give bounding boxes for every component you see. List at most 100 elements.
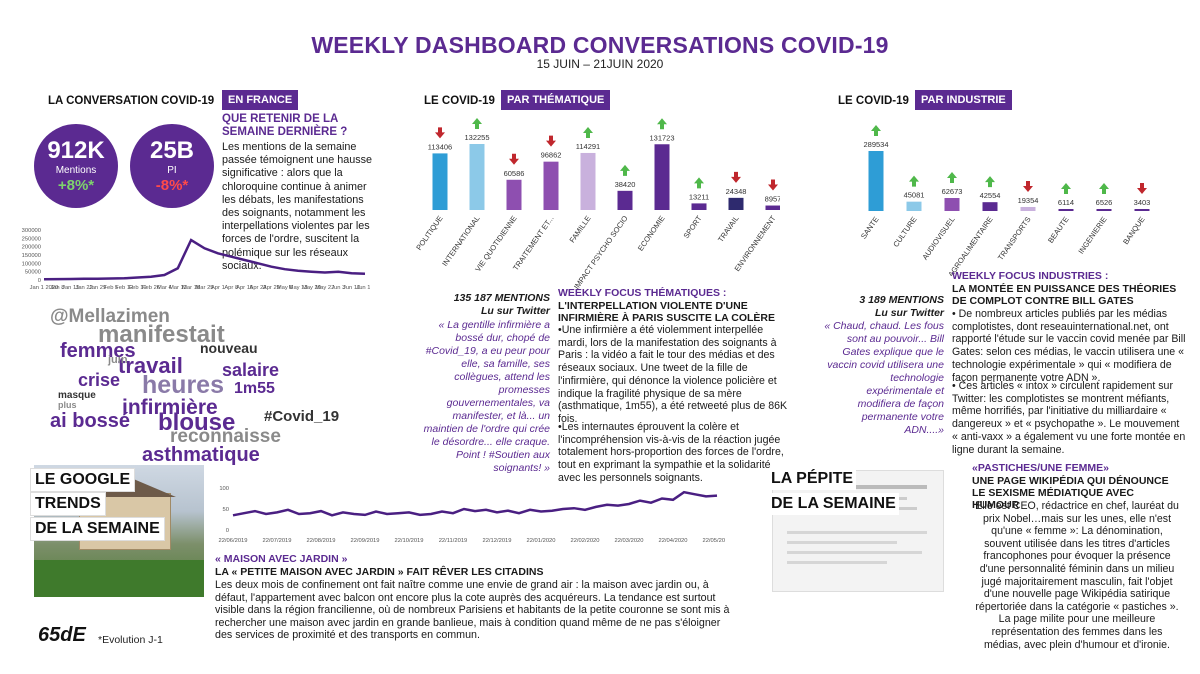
france-x-tick: Jan 1 2020	[30, 285, 59, 291]
trend-down-icon	[1023, 180, 1033, 192]
france-x-tick: Feb 19	[129, 285, 147, 291]
france-x-tick: May 6	[277, 285, 293, 291]
bar	[906, 201, 922, 211]
google-x-tick: 22/03/2020	[614, 538, 643, 544]
industrie-bar-chart: 289534 SANTE 45081 CULTURE 62673 AUDIOVISUEL 4…	[859, 125, 1151, 276]
france-y-tick: 100000	[22, 261, 41, 267]
google-headline: LA « PETITE MAISON AVEC JARDIN » FAIT RÊ…	[215, 566, 544, 578]
google-x-tick: 22/08/2019	[306, 538, 335, 544]
bar-category-label: ENVIRONNEMENT	[732, 214, 777, 273]
google-kicker: « MAISON AVEC JARDIN »	[215, 553, 348, 565]
france-x-tick: Mar 18	[182, 285, 200, 291]
thematique-section-label: LE COVID-19	[424, 95, 495, 107]
bar-category-label: INTERNATIONAL	[440, 214, 481, 268]
industrie-focus-bullet-1: • De nombreux articles publiés par les m…	[952, 308, 1186, 384]
bar	[765, 205, 780, 210]
industrie-source: Lu sur Twitter	[874, 307, 944, 319]
google-y-tick: 0	[226, 528, 229, 534]
bar	[944, 198, 960, 211]
google-text: Les deux mois de confinement ont fait na…	[215, 579, 730, 642]
bar-category-label: BANQUE	[1121, 215, 1147, 246]
france-x-tick: Apr 8	[224, 285, 238, 291]
trend-up-icon	[1099, 183, 1109, 194]
bar-value-label: 8957	[765, 195, 780, 204]
france-x-tick: May 27	[315, 285, 334, 291]
word-cloud-word: manifestait	[98, 321, 225, 348]
google-x-tick: 22/05/2020	[702, 538, 725, 544]
word-cloud-word: crise	[78, 370, 121, 390]
mentions-kpi: 912K Mentions +8%*	[34, 124, 118, 208]
page-title: WEEKLY DASHBOARD CONVERSATIONS COVID-19	[311, 32, 889, 58]
pepite-kicker: «PASTICHES/UNE FEMME»	[972, 462, 1109, 474]
word-cloud-word: asthmatique	[142, 444, 260, 466]
bar-value-label: 45081	[904, 191, 925, 200]
france-x-tick: Jun 17	[356, 285, 370, 291]
pi-change: -8%*	[155, 177, 189, 194]
bar	[691, 203, 707, 210]
france-x-tick: Mar 4	[157, 285, 173, 291]
bar	[728, 197, 744, 210]
bar	[1058, 209, 1074, 211]
industrie-focus-bullet-2: • Ces articles « intox » circulent rapid…	[952, 380, 1186, 456]
france-section-label: LA CONVERSATION COVID-19	[48, 95, 215, 107]
bar-value-label: 38420	[615, 180, 636, 189]
france-line-series	[43, 238, 366, 281]
bar-category-label: FAMILLE	[568, 214, 593, 244]
trend-down-icon	[731, 171, 741, 183]
france-x-tick: Apr 22	[249, 285, 266, 291]
google-x-tick: 22/07/2019	[262, 538, 291, 544]
france-y-tick: 300000	[22, 228, 41, 234]
trend-up-icon	[947, 172, 957, 184]
industrie-mentions-count: 3 189 MENTIONS	[859, 294, 944, 306]
trend-down-icon	[435, 127, 445, 139]
bar-category-label: ECONOMIE	[636, 214, 667, 253]
france-y-tick: 200000	[22, 245, 41, 251]
word-cloud-word: juin	[108, 354, 128, 366]
bar-value-label: 6526	[1096, 198, 1113, 207]
thematique-bar-chart: 113406POLITIQUE132255INTERNATIONAL60586V…	[414, 118, 780, 291]
trend-down-icon	[546, 135, 556, 147]
word-cloud-word: travail	[118, 353, 183, 378]
wiki-line	[787, 561, 887, 564]
word-cloud-word: plus	[58, 400, 77, 410]
google-x-tick: 22/02/2020	[570, 538, 599, 544]
word-cloud-word: heures	[142, 371, 224, 399]
france-x-tick: Mar 11	[169, 285, 187, 291]
france-x-tick: Feb 12	[115, 285, 133, 291]
wiki-line	[787, 541, 897, 544]
retenir-title: QUE RETENIR DE LA SEMAINE DERNIÈRE ?	[222, 113, 348, 138]
bar-value-label: 60586	[504, 169, 525, 178]
bar-value-label: 3403	[1134, 198, 1151, 207]
pepite-label-line1: LA PÉPITE	[768, 468, 857, 490]
france-x-tick: Apr 15	[236, 285, 253, 291]
france-x-tick: Feb 26	[142, 285, 160, 291]
google-x-tick: 22/12/2019	[482, 538, 511, 544]
france-x-tick: Jan 8	[50, 285, 64, 291]
brand-logo: 65dE	[38, 624, 86, 646]
trend-up-icon	[657, 118, 667, 130]
trend-up-icon	[694, 177, 704, 189]
france-x-tick: Jan 22	[75, 285, 92, 291]
bar-category-label: TRANSPORTS	[996, 215, 1033, 262]
word-cloud-word: femmes	[60, 340, 136, 362]
bar	[982, 202, 998, 211]
france-x-tick: May 13	[289, 285, 308, 291]
france-y-tick: 50000	[25, 270, 41, 276]
google-x-tick: 22/09/2019	[350, 538, 379, 544]
word-cloud-word: infirmière	[122, 396, 218, 419]
google-x-tick: 22/11/2019	[439, 538, 468, 544]
word-cloud: @Mellazimen manifestait femmes nouveau trava…	[50, 307, 370, 467]
bar	[1096, 209, 1112, 211]
france-line-chart: 300000 250000 200000 150000 100000 50000 0 Jan…	[22, 228, 370, 291]
bar-category-label: CULTURE	[891, 215, 918, 249]
bar	[1020, 206, 1036, 211]
bar-value-label: 114291	[576, 142, 600, 151]
bar-value-label: 289534	[863, 140, 888, 149]
pi-value: 25B	[149, 137, 195, 164]
thematique-mentions-count: 135 187 MENTIONS	[453, 292, 550, 304]
bar-value-label: 42554	[980, 191, 1001, 200]
bar-value-label: 132255	[464, 133, 489, 142]
bar	[1134, 209, 1150, 211]
thematique-quote: « La gentille infirmière a bossé dur, ch…	[423, 319, 550, 474]
bar	[506, 179, 522, 210]
